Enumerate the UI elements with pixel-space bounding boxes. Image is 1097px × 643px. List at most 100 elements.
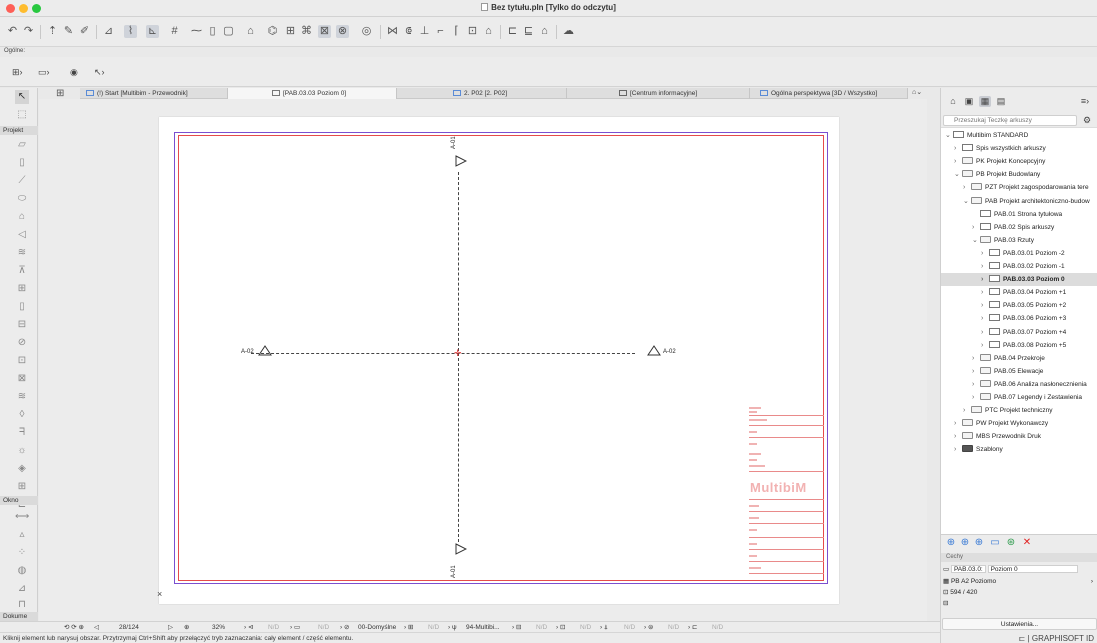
maximize-window-button[interactable]	[32, 4, 41, 13]
tree-item[interactable]: › PAB.04 Przekroje	[972, 352, 1045, 365]
properties-header[interactable]: Cechy	[941, 553, 1097, 562]
tree-item[interactable]: › PTC Projekt techniczny	[963, 404, 1053, 417]
chevron-right-icon[interactable]: ›	[963, 184, 966, 192]
tree-item[interactable]: › PAB.03.08 Poziom +5	[981, 339, 1066, 352]
chevron-right-icon[interactable]: ›	[972, 380, 975, 388]
trace-icon[interactable]: ⁓	[191, 25, 202, 37]
chair-object-icon[interactable]: ᖷ	[19, 427, 25, 438]
object-tool-icon[interactable]: ⊠	[17, 373, 27, 384]
tree-item[interactable]: › PAB.03.03 Poziom 0	[941, 273, 1097, 287]
publish-icon[interactable]: ⊏	[507, 25, 518, 37]
zoom-history-icon[interactable]: ⟲ ⟳ ⊕	[64, 624, 84, 631]
chevron-down-icon[interactable]: ⌄	[972, 236, 978, 244]
pen-set-combo[interactable]: 94-Multibi...	[466, 624, 500, 631]
partial-structure-icon[interactable]: › ⊜	[644, 624, 654, 631]
curtain-wall-tool-icon[interactable]: ⊞	[17, 283, 27, 294]
door-tool-icon[interactable]: ▯	[19, 301, 25, 312]
tree-item[interactable]: ⌄ Multibim STANDARD	[945, 129, 1028, 142]
tree-item[interactable]: › PAB.03.06 Poziom +3	[981, 312, 1066, 325]
tree-item[interactable]: › MBS Przewodnik Druk	[954, 430, 1041, 443]
chevron-right-icon[interactable]: ›	[981, 263, 984, 270]
tree-item[interactable]: › PZT Projekt zagospodarowania tere	[963, 181, 1089, 194]
push-pull-icon[interactable]: ⌈	[454, 25, 459, 37]
title-block[interactable]: MultibiM	[749, 403, 824, 579]
home-icon[interactable]: ⌂	[541, 25, 548, 37]
beam-tool-icon[interactable]: ⟋	[18, 175, 26, 186]
zone-tool-icon[interactable]: ◈	[18, 463, 26, 474]
toolbox-projekt-header[interactable]: Projekt	[0, 126, 38, 135]
stretch-icon[interactable]: ⊡	[467, 25, 478, 37]
minimize-window-button[interactable]	[19, 4, 28, 13]
section-marker-bottom-icon[interactable]	[455, 543, 467, 555]
chevron-down-icon[interactable]: ⌄	[945, 132, 951, 139]
zoom-tool-icon[interactable]: ⊕	[184, 624, 190, 631]
renovation-icon[interactable]: ⊠	[318, 25, 331, 38]
marquee-icon[interactable]: ▯	[209, 25, 216, 37]
tree-item[interactable]: › PAB.03.02 Poziom -1	[981, 260, 1065, 273]
property-extra-icon[interactable]: ⊟	[943, 600, 949, 607]
section-marker-top-icon[interactable]	[455, 155, 467, 167]
section-marker-left-icon[interactable]	[258, 345, 272, 356]
column-tool-icon[interactable]: ▯	[19, 157, 25, 168]
chevron-right-icon[interactable]: ›	[981, 328, 984, 336]
zoom-level[interactable]: 32%	[212, 624, 226, 631]
model-view-icon[interactable]: › ▭	[290, 624, 301, 631]
array-icon[interactable]: ⊥	[419, 25, 430, 37]
fit-icon[interactable]: ▢	[223, 25, 234, 37]
layer-icon[interactable]: ⌂	[247, 25, 254, 37]
tree-item[interactable]: › PAB.02 Spis arkuszy	[972, 221, 1054, 234]
tabs-menu-icon[interactable]: ⌂⌄	[912, 89, 923, 96]
tab-p02[interactable]: 2. P02 [2. P02]	[397, 88, 567, 99]
fillet-icon[interactable]: ⟃	[405, 25, 412, 37]
new-master-icon[interactable]: ⊕	[960, 537, 970, 548]
cloud-icon[interactable]: ☁	[563, 25, 574, 37]
redo-icon[interactable]: ↷	[23, 25, 34, 37]
chevron-right-icon[interactable]: ›	[963, 407, 966, 415]
chevron-right-icon[interactable]: ›	[954, 145, 957, 153]
tree-item[interactable]: ⌄ PAB Projekt architektoniczno-budow	[963, 195, 1090, 208]
arrow-tool-icon[interactable]: ↖›	[94, 67, 105, 77]
layout-book-icon[interactable]: ▦	[979, 96, 991, 107]
snap-icon[interactable]: ⊾	[146, 25, 159, 38]
chevron-right-icon[interactable]: ›	[972, 223, 975, 231]
arrow-tool-icon[interactable]: ↖	[15, 90, 29, 104]
delete-icon[interactable]: ✕	[1022, 537, 1032, 548]
chevron-down-icon[interactable]: ⌄	[954, 171, 960, 179]
railing-tool-icon[interactable]: ⊼	[18, 265, 26, 276]
pen-set-icon[interactable]: › ψ	[448, 624, 457, 631]
slab-tool-icon[interactable]: ⬭	[17, 193, 27, 204]
layout-icon[interactable]: ⊑	[523, 25, 534, 37]
new-layout-icon[interactable]: ⊕	[946, 537, 956, 548]
wall-tool-icon[interactable]: ▱	[18, 139, 26, 150]
refresh-icon[interactable]: ⊛	[1006, 537, 1016, 548]
tree-item[interactable]: › PW Projekt Wykonawczy	[954, 417, 1048, 430]
dimension-tool-icon[interactable]: ⊿	[103, 25, 114, 37]
tree-item[interactable]: › PK Projekt Koncepcyjny	[954, 155, 1045, 168]
window-tool-icon[interactable]: ⊟	[17, 319, 27, 330]
chevron-right-icon[interactable]: ›	[972, 354, 975, 362]
view-combo-icon[interactable]: ▭›	[38, 67, 50, 77]
chevron-right-icon[interactable]: ›	[981, 302, 984, 310]
chevron-right-icon[interactable]: ›	[981, 289, 984, 297]
toolbox-dokume-header[interactable]: Dokume	[0, 612, 38, 621]
tree-item[interactable]: PAB.01 Strona tytułowa	[972, 208, 1062, 221]
settings-button[interactable]: Ustawienia...	[942, 618, 1097, 630]
layer-combo-icon[interactable]: › ⊘	[340, 624, 350, 631]
toolbox-okno-header[interactable]: Okno	[0, 496, 38, 505]
chevron-down-icon[interactable]: ⌄	[963, 197, 969, 205]
shell-tool-icon[interactable]: ◁	[18, 229, 26, 240]
dimension-tool-icon[interactable]: ⟷	[15, 511, 30, 522]
navigator-search-input[interactable]	[943, 115, 1077, 126]
chevron-right-icon[interactable]: ›	[981, 341, 984, 349]
tree-item[interactable]: › PAB.06 Analiza nasłonecznienia	[972, 378, 1087, 391]
layer-combo-icon[interactable]: ⊞›	[12, 67, 23, 77]
skylight-tool-icon[interactable]: ⊘	[17, 337, 27, 348]
dimension-standard-icon[interactable]: › ⊏	[688, 624, 698, 631]
grid-icon[interactable]: #	[171, 25, 178, 37]
property-master[interactable]: ▦ PB A2 Poziomo ›	[943, 577, 1093, 586]
chevron-right-icon[interactable]: ›	[954, 158, 957, 166]
stair-tool-icon[interactable]: ≋	[17, 247, 27, 258]
tree-item[interactable]: › Szablony	[954, 443, 1003, 456]
tree-item[interactable]: ⌄ PB Projekt Budowlany	[954, 168, 1040, 181]
project-map-icon[interactable]: ⌂	[950, 96, 956, 106]
